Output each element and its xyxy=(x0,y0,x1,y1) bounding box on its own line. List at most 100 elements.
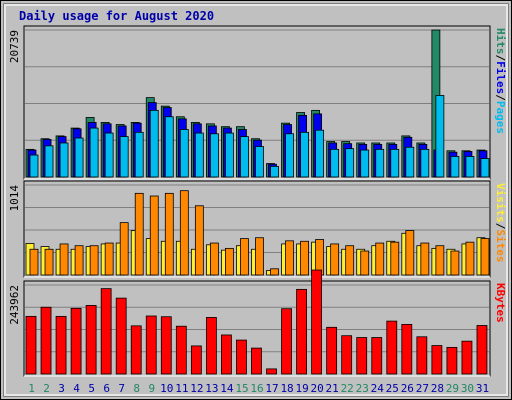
x-tick-label: 25 xyxy=(386,382,399,395)
x-tick-label: 9 xyxy=(148,382,155,395)
bar-kbytes-day-26 xyxy=(401,323,413,375)
x-tick-label: 13 xyxy=(205,382,218,395)
panel-bottom-max-label: 243962 xyxy=(8,285,21,325)
legend-item-kbytes: KBytes xyxy=(494,283,507,323)
bar-kbytes-day-13 xyxy=(205,317,217,375)
bar-sites-day-31 xyxy=(480,238,490,276)
legend-item-sites: Sites xyxy=(494,229,507,262)
bar-sites-day-13 xyxy=(209,242,219,276)
panel-middle: 1014 Visits/Sites xyxy=(8,180,507,278)
bar-kbytes-day-31 xyxy=(476,325,488,375)
bar-kbytes-day-19 xyxy=(296,288,307,375)
bar-sites-day-15 xyxy=(240,238,249,276)
panel-bottom-legend: KBytes xyxy=(494,283,507,323)
x-tick-label: 7 xyxy=(118,382,125,395)
panel-middle-legend: Visits/Sites xyxy=(494,183,507,263)
bar-kbytes-day-11 xyxy=(175,325,187,375)
panel-top: 20739 Hits/Files/Pages xyxy=(8,25,507,180)
x-tick-label: 5 xyxy=(88,382,95,395)
panel-bottom: 243962 KBytes xyxy=(8,269,507,377)
x-tick-label: 4 xyxy=(73,382,80,395)
legend-item-sep: / xyxy=(494,55,507,62)
bar-sites-day-28 xyxy=(435,245,445,276)
bar-kbytes-day-30 xyxy=(461,340,473,375)
bar-kbytes-day-2 xyxy=(40,306,52,375)
bar-pages-day-15 xyxy=(240,136,249,178)
bar-sites-day-2 xyxy=(44,248,54,276)
bar-pages-day-11 xyxy=(179,129,189,178)
bar-pages-day-30 xyxy=(465,156,475,178)
bar-pages-day-8 xyxy=(134,131,144,178)
bar-kbytes-day-7 xyxy=(115,297,127,375)
bar-pages-day-26 xyxy=(405,146,415,178)
bar-pages-day-31 xyxy=(480,158,490,178)
legend-item-sep: / xyxy=(494,94,507,101)
x-tick-label: 24 xyxy=(371,382,385,395)
legend-item-hits: Hits xyxy=(494,28,507,55)
legend-item-pages: Pages xyxy=(494,101,507,134)
chart-title: Daily usage for August 2020 xyxy=(19,9,214,23)
bar-sites-day-19 xyxy=(300,240,309,276)
bar-kbytes-day-10 xyxy=(160,316,172,375)
x-tick-label: 12 xyxy=(190,382,203,395)
legend-item-sep: / xyxy=(494,223,507,230)
bar-kbytes-day-6 xyxy=(100,288,112,375)
bar-sites-day-5 xyxy=(89,245,99,276)
bar-pages-day-22 xyxy=(345,148,355,178)
x-tick-label: 10 xyxy=(160,382,173,395)
bar-kbytes-day-17 xyxy=(266,368,277,375)
bar-sites-day-7 xyxy=(119,222,129,276)
x-tick-label: 14 xyxy=(220,382,234,395)
bar-pages-day-7 xyxy=(119,136,129,178)
x-tick-label: 22 xyxy=(341,382,354,395)
bar-sites-day-24 xyxy=(375,242,385,276)
x-tick-label: 17 xyxy=(265,382,278,395)
bar-sites-day-22 xyxy=(345,245,355,276)
x-tick-label: 29 xyxy=(446,382,459,395)
x-tick-label: 3 xyxy=(58,382,65,395)
x-tick-label: 16 xyxy=(250,382,263,395)
bar-pages-day-4 xyxy=(74,137,84,178)
bar-kbytes-day-22 xyxy=(341,335,353,375)
bar-kbytes-day-8 xyxy=(130,325,142,375)
bar-kbytes-day-3 xyxy=(55,315,67,375)
bar-sites-day-27 xyxy=(420,242,430,276)
bar-sites-day-6 xyxy=(104,242,114,276)
bar-pages-day-25 xyxy=(390,148,400,178)
bar-sites-day-30 xyxy=(465,241,475,276)
bar-pages-day-24 xyxy=(375,148,385,178)
bar-kbytes-day-23 xyxy=(356,337,368,375)
bar-sites-day-14 xyxy=(225,247,234,276)
bar-sites-day-16 xyxy=(255,237,264,276)
bar-pages-day-16 xyxy=(255,146,264,178)
bar-sites-day-9 xyxy=(149,195,159,276)
bar-kbytes-day-24 xyxy=(371,337,383,375)
x-tick-label: 28 xyxy=(431,382,444,395)
bar-pages-day-20 xyxy=(315,129,325,178)
bar-pages-day-13 xyxy=(209,133,219,178)
bar-kbytes-day-12 xyxy=(190,345,202,375)
x-axis-labels: 1 2 3 4 5 6 7 8 9 10 11 12 13 14 15 16 17 18 19 20 21 22 23 24 2… xyxy=(28,382,489,395)
bar-sites-day-17 xyxy=(270,268,279,276)
x-tick-label: 15 xyxy=(235,382,248,395)
panel-top-max-label: 20739 xyxy=(8,30,21,63)
x-tick-label: 6 xyxy=(103,382,110,395)
bar-kbytes-day-27 xyxy=(416,336,428,375)
x-tick-label: 18 xyxy=(280,382,293,395)
bar-pages-day-14 xyxy=(225,132,234,178)
bar-pages-day-17 xyxy=(270,165,279,178)
bar-sites-day-1 xyxy=(29,248,39,276)
bar-sites-day-11 xyxy=(179,190,189,276)
bar-sites-day-10 xyxy=(164,192,174,276)
x-tick-label: 30 xyxy=(461,382,474,395)
legend-item-visits: Visits xyxy=(494,183,507,223)
bar-pages-day-2 xyxy=(44,145,54,178)
bar-pages-day-28 xyxy=(435,95,445,178)
x-tick-label: 8 xyxy=(133,382,140,395)
bar-sites-day-23 xyxy=(360,250,370,276)
bar-kbytes-day-1 xyxy=(25,315,37,375)
bar-sites-day-29 xyxy=(450,250,460,276)
legend-item-files: Files xyxy=(494,61,507,94)
